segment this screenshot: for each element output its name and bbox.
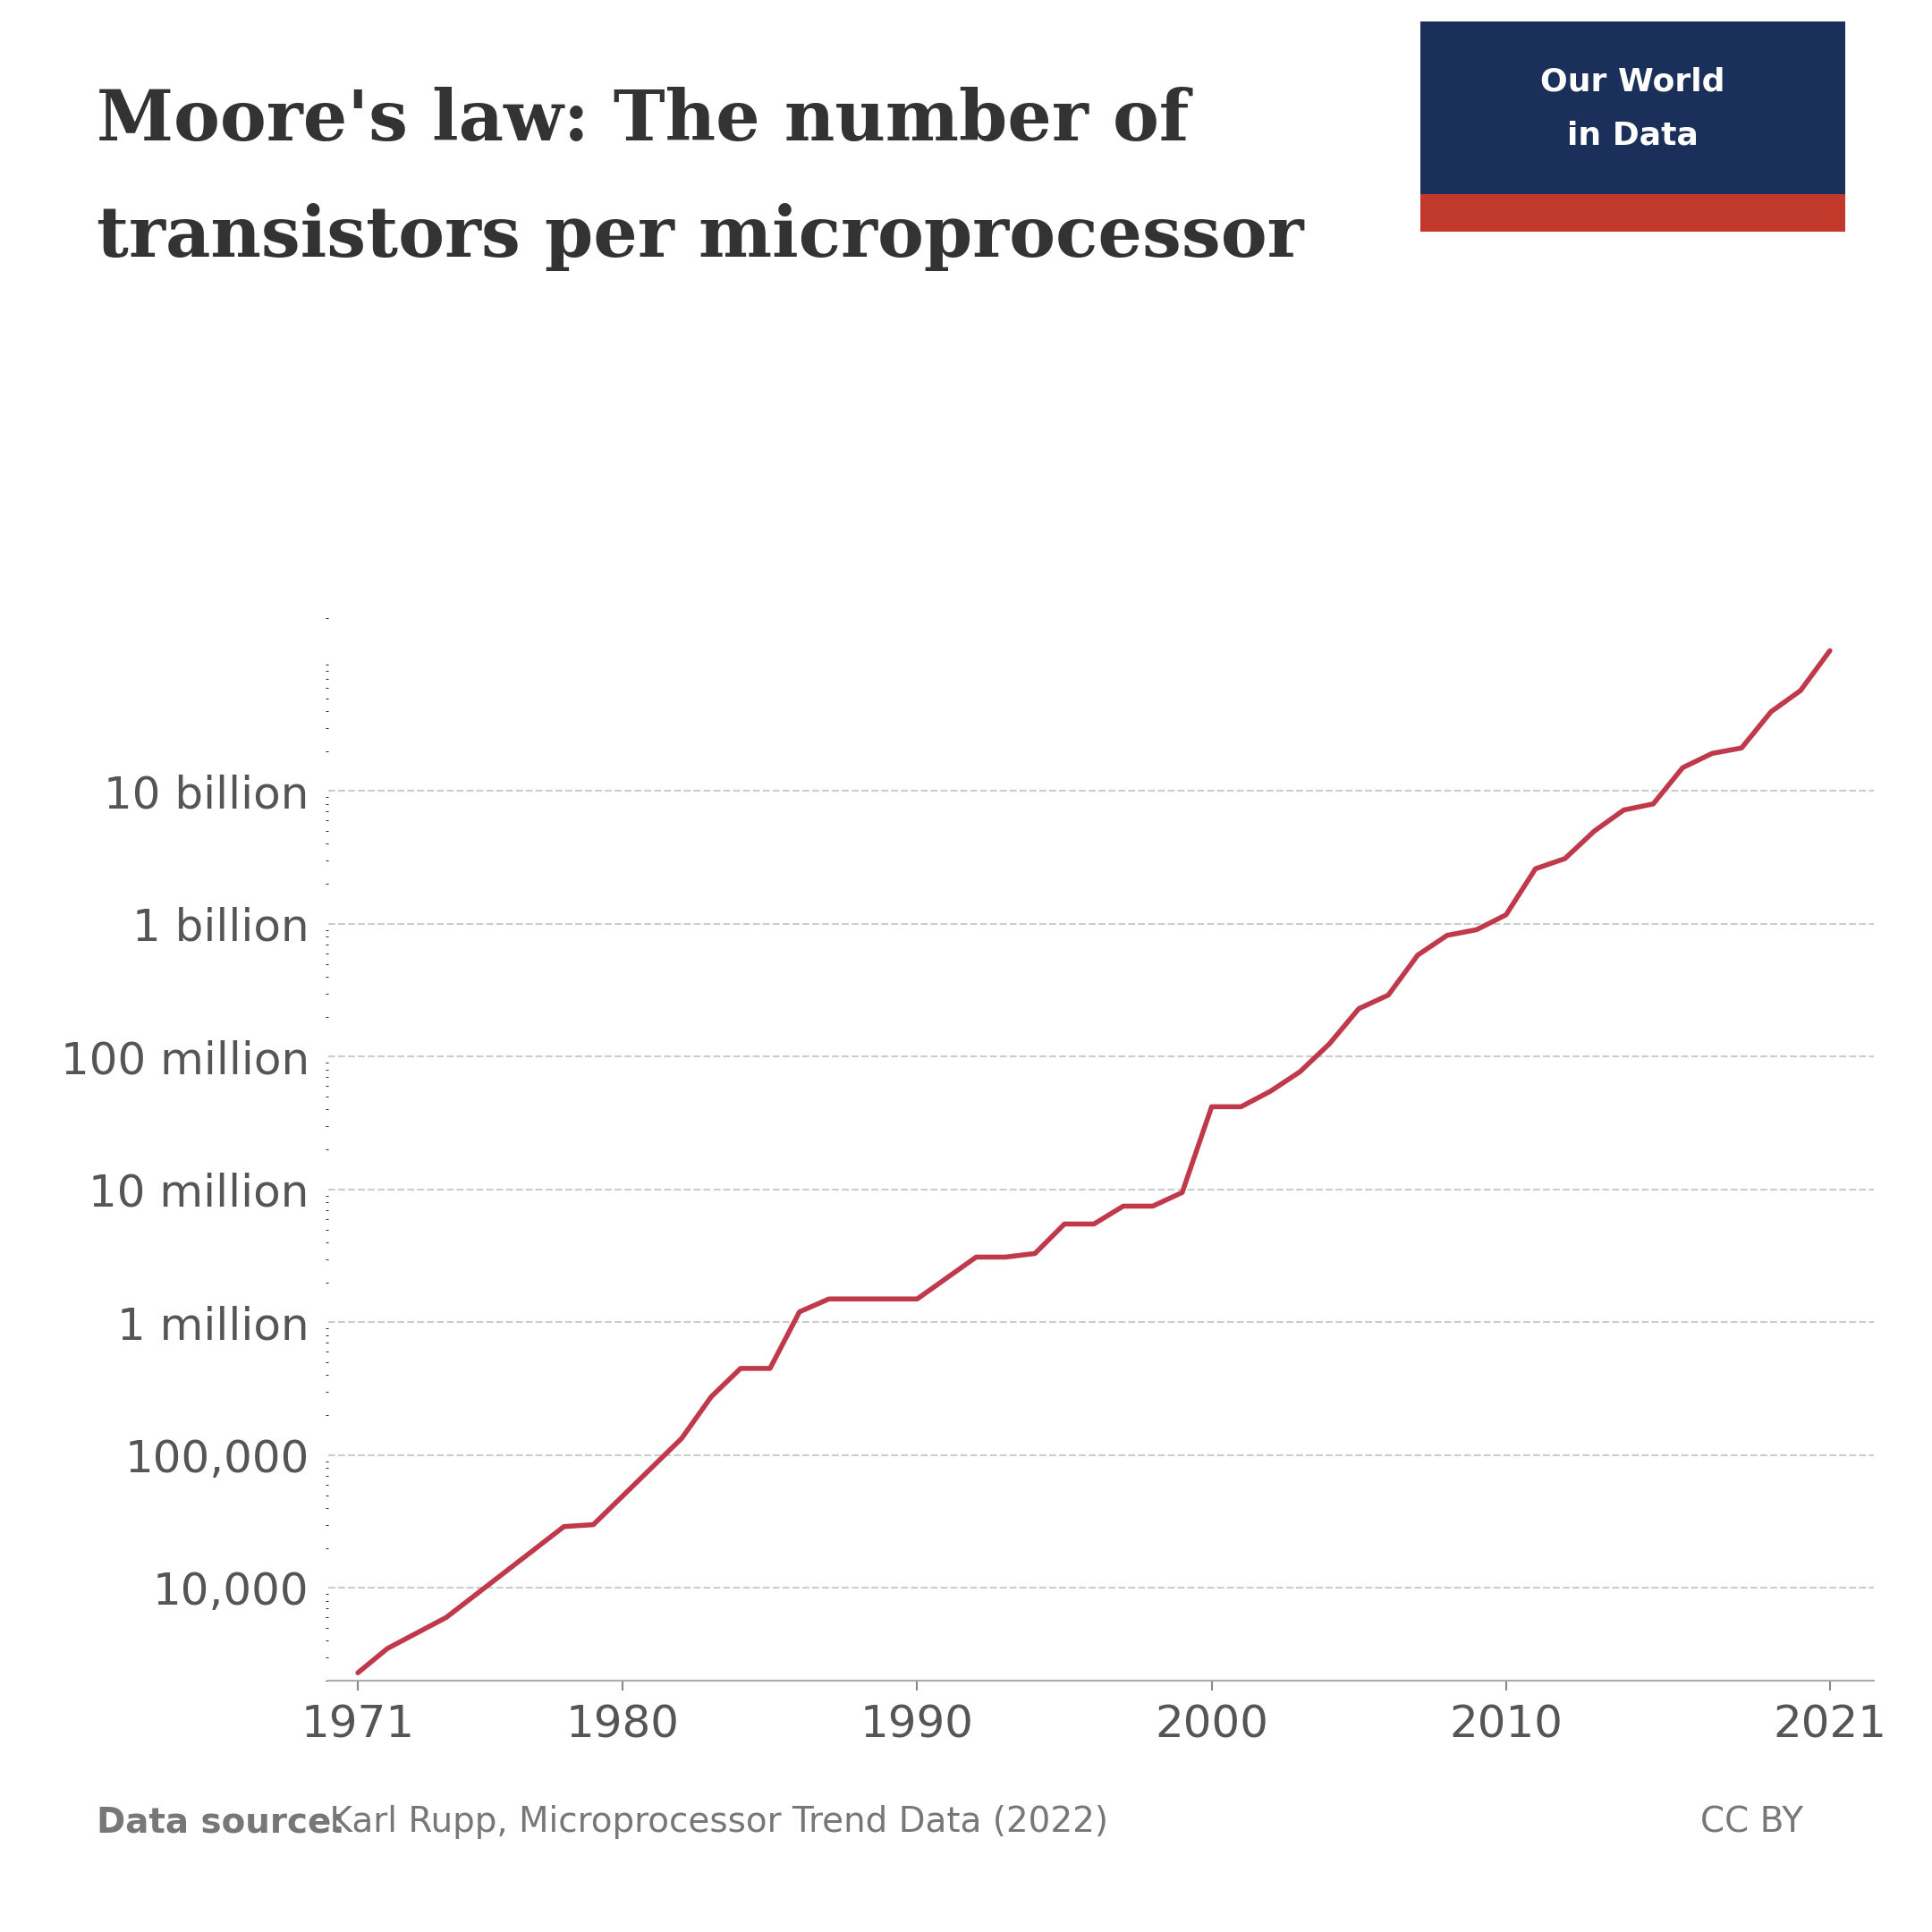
Text: Data source:: Data source: — [97, 1804, 346, 1839]
Text: in Data: in Data — [1567, 120, 1698, 151]
Text: Our World: Our World — [1540, 66, 1725, 97]
Text: Moore's law: The number of: Moore's law: The number of — [97, 87, 1188, 155]
Text: Karl Rupp, Microprocessor Trend Data (2022): Karl Rupp, Microprocessor Trend Data (20… — [319, 1804, 1109, 1839]
Text: CC BY: CC BY — [1700, 1804, 1803, 1839]
Text: transistors per microprocessor: transistors per microprocessor — [97, 203, 1304, 270]
